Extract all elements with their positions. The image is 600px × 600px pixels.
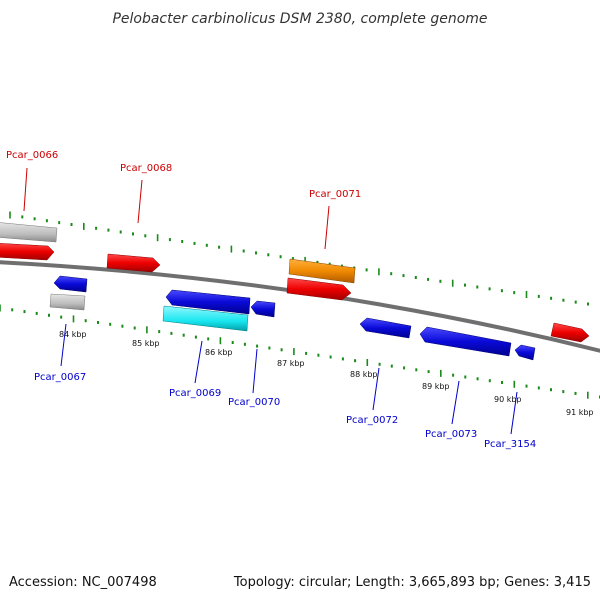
gene-pcar-0069-arrow[interactable] <box>165 289 251 315</box>
gene-pcar-0071-box[interactable] <box>288 258 356 284</box>
scale-label-84kbp: 84 kbp <box>59 330 87 339</box>
scale-label-91kbp: 91 kbp <box>566 408 594 417</box>
genome-summary-text: Topology: circular; Length: 3,665,893 bp… <box>233 575 591 590</box>
leader-pcar-0067 <box>60 323 67 367</box>
scale-label-86kbp: 86 kbp <box>205 348 233 357</box>
leader-pcar-0070 <box>252 348 258 394</box>
gene-pcar-0066-arrow[interactable] <box>0 243 55 261</box>
gene-label-pcar-0068[interactable]: Pcar_0068 <box>120 163 172 174</box>
leader-pcar-0069 <box>194 340 203 384</box>
scale-label-85kbp: 85 kbp <box>132 339 160 348</box>
inner-tick-marks <box>0 304 600 399</box>
gene-pcar-0068-arrow[interactable] <box>106 253 161 273</box>
gene-grey-forward[interactable] <box>0 222 58 243</box>
gene-label-pcar-3154[interactable]: Pcar_3154 <box>484 439 536 450</box>
gene-pcar-3154-arrow[interactable] <box>514 344 536 361</box>
leader-pcar-0066 <box>23 167 28 212</box>
scale-label-88kbp: 88 kbp <box>350 370 378 379</box>
gene-pcar-0069-box[interactable] <box>162 305 249 332</box>
outer-tick-marks <box>9 211 589 306</box>
gene-label-pcar-0073[interactable]: Pcar_0073 <box>425 429 477 440</box>
forward-genes <box>0 222 590 343</box>
gene-label-pcar-0071[interactable]: Pcar_0071 <box>309 189 361 200</box>
leader-pcar-0068 <box>137 179 143 224</box>
scale-labels: 84 kbp 85 kbp 86 kbp 87 kbp 88 kbp 89 kb… <box>59 330 594 417</box>
gene-red-right[interactable] <box>550 322 590 343</box>
reverse-genes <box>49 275 536 361</box>
gene-grey-reverse[interactable] <box>49 293 86 311</box>
gene-pcar-0071-arrow[interactable] <box>286 277 352 301</box>
scale-label-87kbp: 87 kbp <box>277 359 305 368</box>
leader-pcar-0073 <box>451 380 460 425</box>
leader-pcar-0072 <box>372 367 380 411</box>
gene-label-pcar-0070[interactable]: Pcar_0070 <box>228 397 280 408</box>
gene-label-pcar-0066[interactable]: Pcar_0066 <box>6 150 58 161</box>
leader-pcar-3154 <box>510 391 518 435</box>
gene-label-pcar-0072[interactable]: Pcar_0072 <box>346 415 398 426</box>
label-leaders <box>23 167 518 435</box>
gene-pcar-0072-arrow[interactable] <box>359 317 412 339</box>
accession-text: Accession: NC_007498 <box>9 575 157 590</box>
gene-pcar-0073-arrow[interactable] <box>419 326 512 357</box>
gene-labels: Pcar_0066 Pcar_0068 Pcar_0071 Pcar_0067 … <box>6 150 536 450</box>
map-title: Pelobacter carbinolicus DSM 2380, comple… <box>112 11 487 27</box>
gene-label-pcar-0069[interactable]: Pcar_0069 <box>169 388 221 399</box>
scale-label-89kbp: 89 kbp <box>422 382 450 391</box>
gene-label-pcar-0067[interactable]: Pcar_0067 <box>34 372 86 383</box>
leader-pcar-0071 <box>324 205 330 250</box>
scale-label-90kbp: 90 kbp <box>494 395 522 404</box>
gene-pcar-0067-arrow[interactable] <box>53 275 88 293</box>
gene-pcar-0070-arrow[interactable] <box>250 300 276 318</box>
